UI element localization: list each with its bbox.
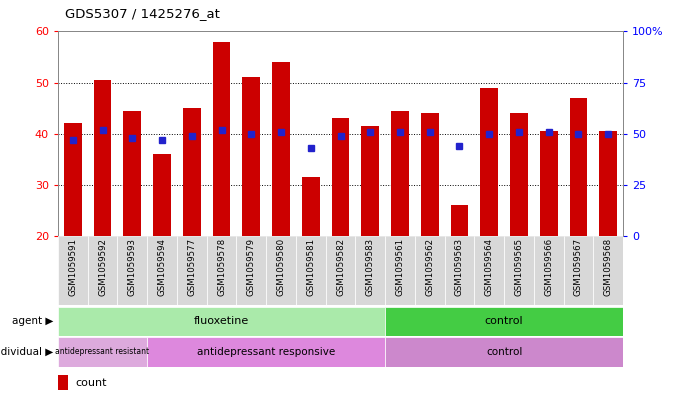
Text: GSM1059566: GSM1059566 — [544, 238, 553, 296]
Bar — [445, 236, 475, 305]
Bar — [58, 337, 147, 367]
Text: GSM1059577: GSM1059577 — [187, 238, 196, 296]
Bar — [564, 236, 593, 305]
Bar — [534, 236, 564, 305]
Bar — [569, 98, 588, 236]
Text: GSM1059563: GSM1059563 — [455, 238, 464, 296]
Text: control: control — [486, 347, 522, 357]
Text: GSM1059592: GSM1059592 — [98, 238, 107, 296]
Text: GSM1059564: GSM1059564 — [485, 238, 494, 296]
Bar — [242, 77, 260, 236]
Text: antidepressant resistant: antidepressant resistant — [55, 347, 150, 356]
Bar — [599, 131, 617, 236]
Bar — [177, 236, 206, 305]
Bar — [272, 62, 290, 236]
Bar — [58, 375, 68, 390]
Text: control: control — [485, 316, 524, 326]
Text: antidepressant responsive: antidepressant responsive — [197, 347, 335, 357]
Bar — [593, 236, 623, 305]
Bar — [385, 236, 415, 305]
Text: GSM1059567: GSM1059567 — [574, 238, 583, 296]
Bar — [147, 236, 177, 305]
Text: count: count — [75, 378, 106, 388]
Bar — [475, 236, 504, 305]
Text: GSM1059594: GSM1059594 — [157, 238, 167, 296]
Bar — [504, 236, 534, 305]
Text: GSM1059582: GSM1059582 — [336, 238, 345, 296]
Bar — [117, 236, 147, 305]
Bar — [58, 307, 385, 336]
Text: GSM1059591: GSM1059591 — [68, 238, 77, 296]
Bar — [302, 177, 319, 236]
Bar — [153, 154, 171, 236]
Bar — [362, 126, 379, 236]
Bar — [385, 337, 623, 367]
Text: agent ▶: agent ▶ — [12, 316, 53, 326]
Text: individual ▶: individual ▶ — [0, 347, 53, 357]
Text: fluoxetine: fluoxetine — [194, 316, 249, 326]
Bar — [206, 236, 236, 305]
Bar — [510, 113, 528, 236]
Bar — [236, 236, 266, 305]
Bar — [58, 236, 88, 305]
Bar — [64, 123, 82, 236]
Text: GSM1059579: GSM1059579 — [247, 238, 256, 296]
Text: GSM1059583: GSM1059583 — [366, 238, 375, 296]
Text: GSM1059593: GSM1059593 — [128, 238, 137, 296]
Bar — [93, 80, 112, 236]
Bar — [451, 205, 469, 236]
Text: GDS5307 / 1425276_at: GDS5307 / 1425276_at — [65, 7, 219, 20]
Bar — [326, 236, 355, 305]
Bar — [391, 110, 409, 236]
Text: GSM1059578: GSM1059578 — [217, 238, 226, 296]
Text: GSM1059565: GSM1059565 — [514, 238, 524, 296]
Bar — [212, 42, 230, 236]
Bar — [480, 88, 498, 236]
Bar — [183, 108, 201, 236]
Bar — [147, 337, 385, 367]
Bar — [415, 236, 445, 305]
Bar — [355, 236, 385, 305]
Text: GSM1059561: GSM1059561 — [396, 238, 405, 296]
Bar — [385, 307, 623, 336]
Text: GSM1059568: GSM1059568 — [604, 238, 613, 296]
Bar — [88, 236, 117, 305]
Bar — [421, 113, 439, 236]
Text: GSM1059562: GSM1059562 — [425, 238, 434, 296]
Bar — [540, 131, 558, 236]
Bar — [296, 236, 326, 305]
Bar — [123, 110, 141, 236]
Text: GSM1059580: GSM1059580 — [276, 238, 285, 296]
Bar — [266, 236, 296, 305]
Bar — [332, 118, 349, 236]
Text: GSM1059581: GSM1059581 — [306, 238, 315, 296]
